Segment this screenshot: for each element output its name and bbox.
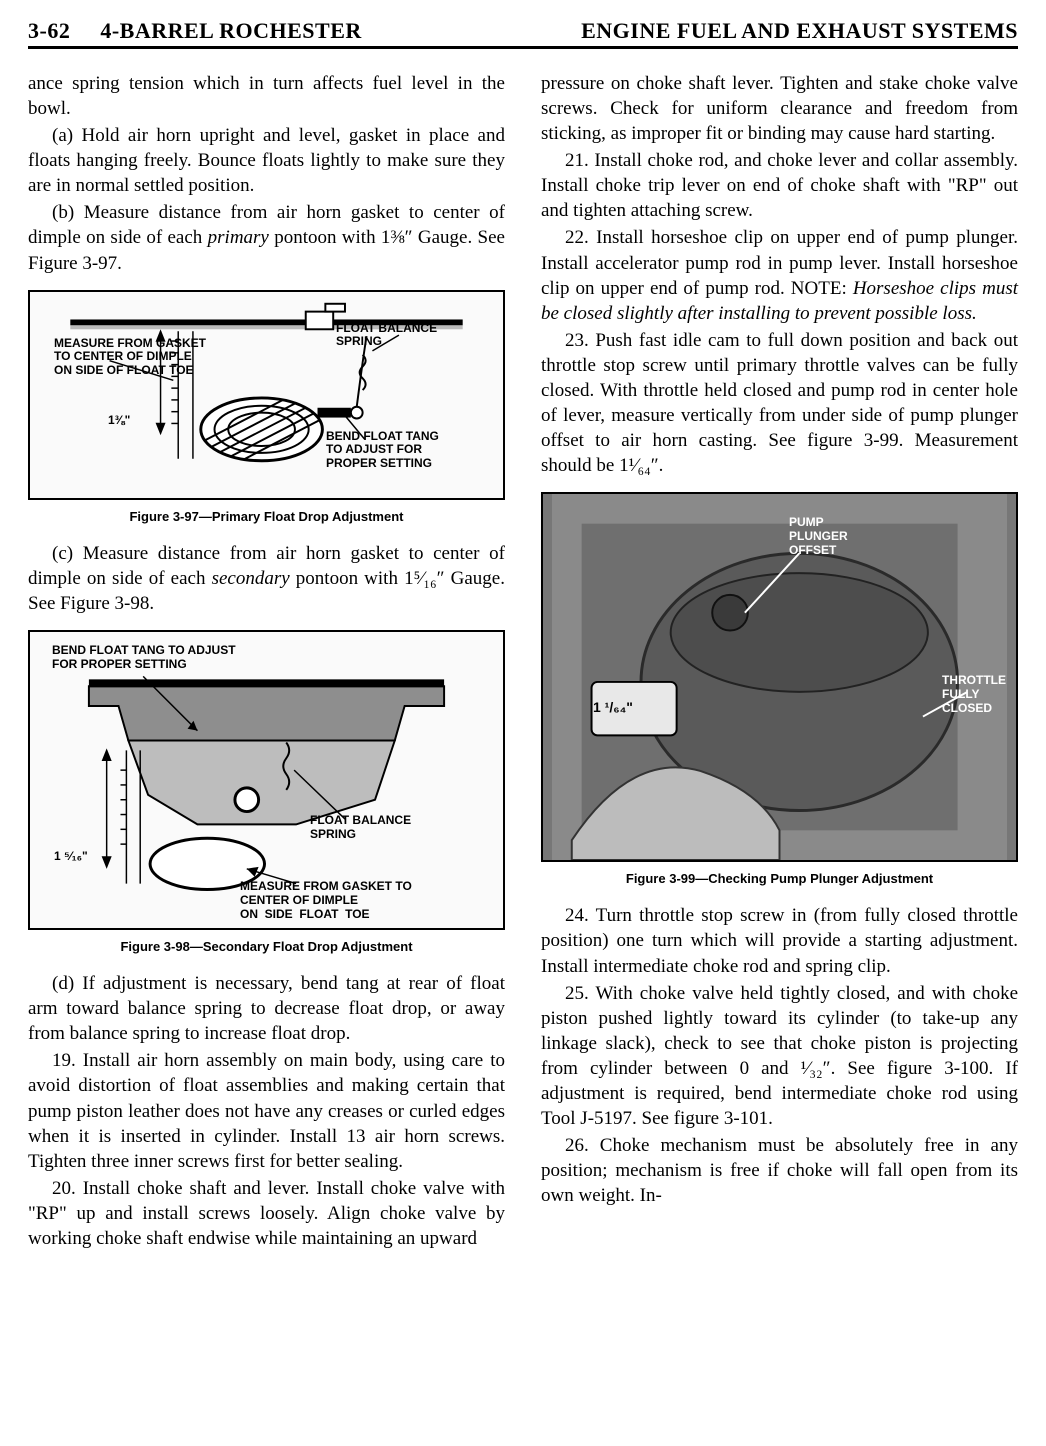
figure-label: PUMP PLUNGER OFFSET (789, 516, 848, 557)
body-paragraph: 23. Push fast idle cam to full down posi… (541, 328, 1018, 478)
body-paragraph: ance spring tension which in turn affect… (28, 71, 505, 121)
body-paragraph: (c) Measure distance from air horn gaske… (28, 541, 505, 616)
body-paragraph: 25. With choke valve held tightly closed… (541, 981, 1018, 1131)
manual-page: 3-62 4-BARREL ROCHESTER ENGINE FUEL AND … (0, 0, 1046, 1446)
body-paragraph: 19. Install air horn assembly on main bo… (28, 1048, 505, 1173)
section-left: 4-BARREL ROCHESTER (100, 18, 361, 43)
body-paragraph: (d) If adjustment is necessary, bend tan… (28, 971, 505, 1046)
figure-3-97: FLOAT BALANCE SPRING MEASURE FROM GASKET… (28, 290, 505, 500)
body-paragraph: (a) Hold air horn upright and level, gas… (28, 123, 505, 198)
figure-3-99: PUMP PLUNGER OFFSET 1 ¹/₆₄" THROTTLE FUL… (541, 492, 1018, 862)
body-paragraph: 21. Install choke rod, and choke lever a… (541, 148, 1018, 223)
figure-label: BEND FLOAT TANG TO ADJUST FOR PROPER SET… (326, 430, 439, 471)
text-run-italic: primary (208, 227, 269, 248)
body-paragraph: 26. Choke mechanism must be absolutely f… (541, 1133, 1018, 1208)
page-number: 3-62 (28, 18, 70, 43)
body-paragraph: (b) Measure distance from air horn gaske… (28, 200, 505, 275)
figure-caption: Figure 3-98—Secondary Float Drop Adjustm… (28, 938, 505, 955)
figure-label: MEASURE FROM GASKET TO CENTER OF DIMPLE … (54, 337, 206, 378)
figure-caption: Figure 3-99—Checking Pump Plunger Adjust… (541, 870, 1018, 887)
figure-label: 1 ¹/₆₄" (593, 699, 633, 715)
figure-3-98: BEND FLOAT TANG TO ADJUST FOR PROPER SET… (28, 630, 505, 930)
figure-label: 1 ⁵⁄₁₆" (54, 850, 88, 864)
two-column-body: ance spring tension which in turn affect… (28, 71, 1018, 1253)
figure-label: FLOAT BALANCE SPRING (310, 814, 411, 842)
body-paragraph: 24. Turn throttle stop screw in (from fu… (541, 903, 1018, 978)
page-header: 3-62 4-BARREL ROCHESTER ENGINE FUEL AND … (28, 18, 1018, 49)
figure-label: MEASURE FROM GASKET TO CENTER OF DIMPLE … (240, 880, 412, 921)
figure-label: 1⅜" (108, 414, 130, 428)
right-column: pressure on choke shaft lever. Tighten a… (541, 71, 1018, 1253)
figure-label: FLOAT BALANCE SPRING (336, 322, 437, 350)
figure-caption: Figure 3-97—Primary Float Drop Adjustmen… (28, 508, 505, 525)
section-right: ENGINE FUEL AND EXHAUST SYSTEMS (581, 18, 1018, 44)
figure-label: THROTTLE FULLY CLOSED (942, 674, 1006, 715)
figure-label: BEND FLOAT TANG TO ADJUST FOR PROPER SET… (52, 644, 236, 672)
left-column: ance spring tension which in turn affect… (28, 71, 505, 1253)
header-left: 3-62 4-BARREL ROCHESTER (28, 18, 362, 44)
text-run-italic: secondary (212, 568, 290, 589)
body-paragraph: 20. Install choke shaft and lever. Insta… (28, 1176, 505, 1251)
body-paragraph: pressure on choke shaft lever. Tighten a… (541, 71, 1018, 146)
body-paragraph: 22. Install horseshoe clip on upper end … (541, 225, 1018, 325)
